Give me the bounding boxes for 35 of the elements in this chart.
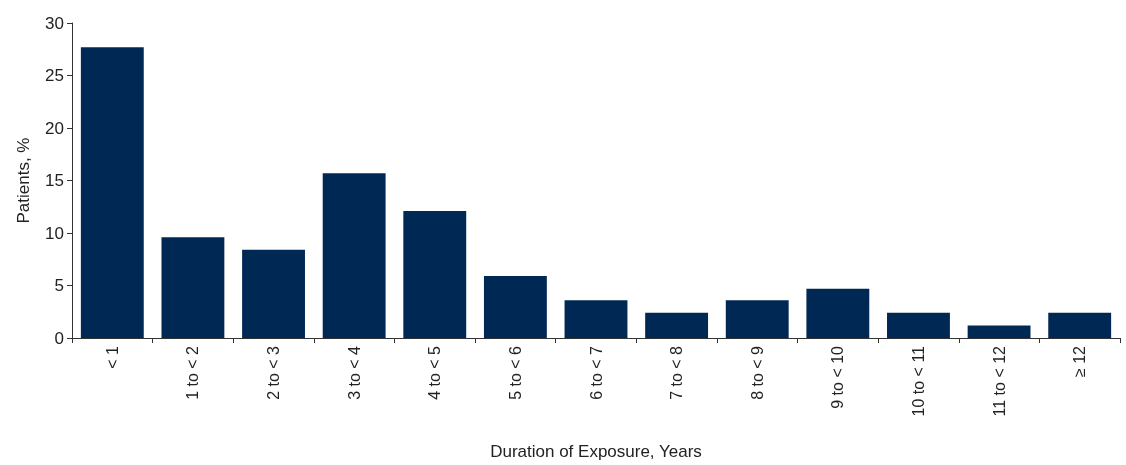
- y-tick-label: 30: [45, 13, 64, 33]
- y-axis-title: Patients, %: [14, 137, 33, 224]
- x-tick-label: ≥ 12: [1071, 345, 1089, 378]
- x-tick-label: 9 to < 10: [829, 345, 847, 409]
- x-tick-label: 2 to < 3: [265, 345, 283, 400]
- y-tick-label: 25: [45, 66, 64, 85]
- bar: [483, 276, 547, 338]
- x-tick-label: 6 to < 7: [587, 345, 605, 400]
- x-tick-label: 4 to < 5: [426, 345, 444, 400]
- y-tick-label: 5: [54, 276, 64, 295]
- x-tick-label: 5 to < 6: [506, 345, 524, 400]
- y-tick-label: 20: [45, 118, 64, 138]
- y-tick-label: 15: [45, 171, 64, 190]
- bar: [887, 312, 950, 338]
- bar: [645, 312, 709, 338]
- bar: [806, 288, 870, 338]
- x-tick-label: 7 to < 8: [668, 345, 686, 400]
- x-tick-label: 10 to < 11: [909, 345, 927, 417]
- bar: [564, 300, 628, 338]
- bar: [967, 325, 1031, 338]
- bar: [242, 249, 305, 338]
- y-tick-label: 0: [54, 328, 64, 348]
- x-tick-label: 11 to < 12: [990, 345, 1008, 417]
- y-tick-label: 10: [45, 223, 64, 243]
- bar: [80, 47, 144, 338]
- x-tick-label: 1 to < 2: [184, 345, 202, 400]
- bar: [403, 210, 467, 338]
- x-tick-label: 8 to < 9: [748, 345, 766, 400]
- x-tick-label: < 1: [103, 345, 121, 369]
- x-axis-title: Duration of Exposure, Years: [490, 442, 702, 461]
- bar: [161, 237, 225, 338]
- bar: [1048, 312, 1112, 338]
- bar: [322, 173, 386, 338]
- bar: [725, 300, 789, 338]
- x-tick-label: 3 to < 4: [345, 345, 363, 400]
